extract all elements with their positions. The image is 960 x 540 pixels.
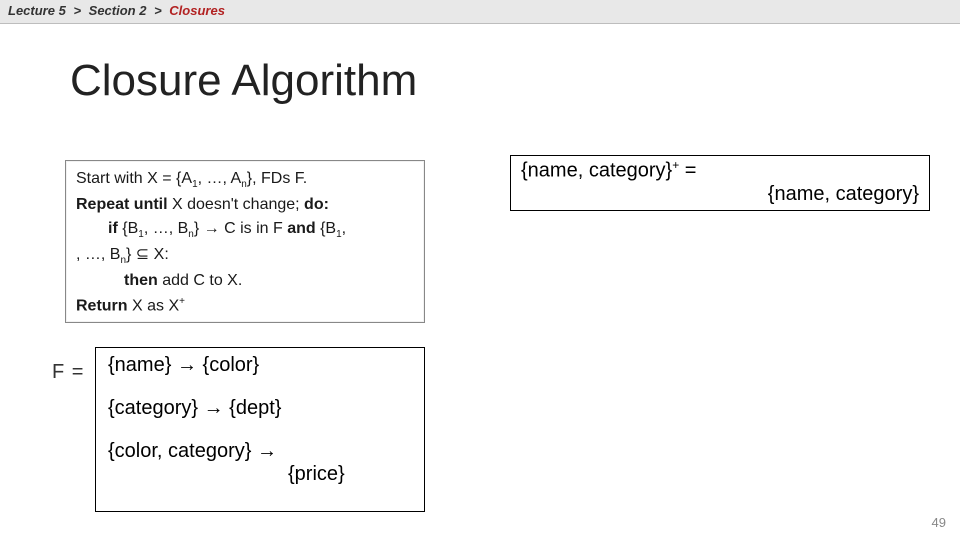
fd-lhs: {name}	[108, 354, 177, 376]
closure-text: {name, category}	[768, 183, 919, 205]
algo-text: , …, B	[76, 246, 120, 263]
arrow-icon: →	[204, 397, 224, 419]
arrow-icon: →	[177, 354, 197, 376]
algo-line-3: if {B1, …, Bn} → C is in F and {B1,	[76, 217, 414, 243]
algo-text: }	[194, 220, 204, 237]
closure-lhs: {name, category}+ =	[521, 158, 919, 183]
algo-text: {B	[316, 220, 336, 237]
algo-keyword: then	[124, 272, 158, 289]
algo-keyword: Repeat until	[76, 196, 168, 213]
algo-text: , …, B	[144, 220, 188, 237]
algo-line-5: then add C to X.	[76, 269, 414, 294]
closure-eq: =	[679, 160, 696, 182]
arrow-icon: →	[257, 440, 277, 462]
fd-3: {color, category} → {price}	[108, 440, 412, 486]
slide: Lecture 5 > Section 2 > Closures Closure…	[0, 0, 960, 540]
breadcrumb-sep: >	[73, 3, 81, 18]
algo-keyword: and	[287, 220, 315, 237]
fd-rhs: {color}	[197, 354, 259, 376]
algo-text: add C to X.	[158, 272, 243, 289]
algo-line-2: Repeat until X doesn't change; do:	[76, 193, 414, 218]
breadcrumb-part-1: Lecture 5	[8, 3, 66, 18]
algo-keyword: Return	[76, 297, 128, 314]
algo-text: X as X	[128, 297, 180, 314]
algo-keyword: if	[108, 220, 118, 237]
algo-line-4: , …, Bn} ⊆ X:	[76, 243, 414, 269]
closure-box: {name, category}+ = {name, category}	[510, 155, 930, 211]
algorithm-box: Start with X = {A1, …, An}, FDs F. Repea…	[65, 160, 425, 323]
page-title: Closure Algorithm	[70, 56, 417, 106]
algo-keyword: do:	[304, 196, 329, 213]
algo-text: C is in F	[220, 220, 288, 237]
algo-text: , …, A	[198, 170, 242, 187]
breadcrumb-part-2: Section 2	[89, 3, 147, 18]
algo-text: } ⊆ X:	[126, 246, 169, 263]
fd-lhs: {color, category}	[108, 440, 257, 462]
algo-text: {B	[118, 220, 138, 237]
superscript: +	[179, 296, 185, 307]
algo-line-1: Start with X = {A1, …, An}, FDs F.	[76, 167, 414, 193]
fd-box: {name} → {color} {category} → {dept} {co…	[95, 347, 425, 512]
breadcrumb-sep: >	[154, 3, 162, 18]
arrow-icon: →	[204, 220, 220, 237]
algo-line-6: Return X as X+	[76, 294, 414, 319]
closure-text: {name, category}	[521, 160, 672, 182]
fd-lhs: {category}	[108, 397, 204, 419]
algo-text: X doesn't change;	[168, 196, 304, 213]
algo-text: }, FDs F.	[247, 170, 307, 187]
fd-1: {name} → {color}	[108, 354, 412, 377]
breadcrumb-current: Closures	[169, 3, 225, 18]
algo-text: Start with X = {A	[76, 170, 192, 187]
closure-rhs: {name, category}	[521, 183, 919, 206]
fd-3-price: {price}	[108, 463, 412, 486]
fd-2: {category} → {dept}	[108, 397, 412, 420]
page-number: 49	[932, 515, 946, 530]
f-label: F =	[52, 361, 84, 384]
breadcrumb: Lecture 5 > Section 2 > Closures	[0, 0, 960, 24]
fd-rhs: {dept}	[224, 397, 282, 419]
